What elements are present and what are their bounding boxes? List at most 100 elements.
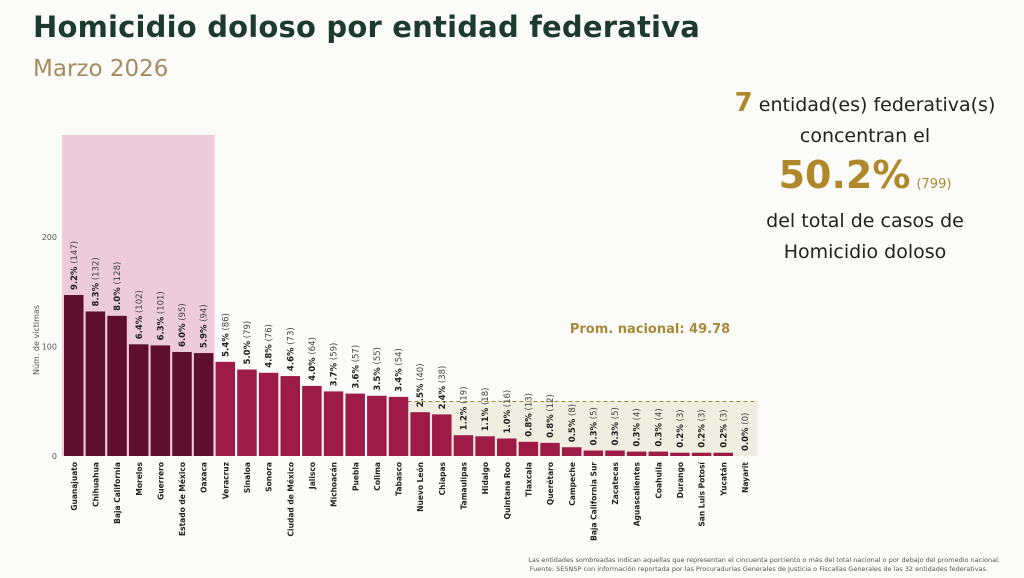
x-tick-label: Aguascalientes <box>633 461 642 526</box>
x-tick-label: Puebla <box>351 462 360 491</box>
x-tick-label: Nuevo León <box>416 462 425 512</box>
x-tick-label: Michoacán <box>330 462 339 507</box>
data-label: 0.2% (3) <box>719 409 729 447</box>
data-label: 0.2% (3) <box>676 409 686 447</box>
y-tick-label: 0 <box>52 452 57 461</box>
x-tick-label: Baja California <box>113 462 122 524</box>
data-label: 1.1% (18) <box>481 388 491 432</box>
data-label: 3.5% (55) <box>373 347 383 391</box>
summary-line4: Homicidio doloso <box>783 241 947 263</box>
bar <box>605 450 625 456</box>
data-label: 4.8% (76) <box>265 324 275 368</box>
x-tick-label: Guerrero <box>156 462 165 500</box>
data-label: 6.3% (101) <box>156 291 166 340</box>
data-label: 4.6% (73) <box>286 327 296 371</box>
x-tick-label: Baja California Sur <box>589 462 598 541</box>
bar <box>497 438 517 456</box>
x-tick-label: Coahuila <box>654 462 663 499</box>
bar <box>128 344 149 456</box>
bar <box>583 450 604 456</box>
x-tick-label: Chiapas <box>438 461 447 495</box>
x-tick-label: Sonora <box>265 462 274 492</box>
y-axis-label: Núm. de víctimas <box>32 305 41 375</box>
footnote-2: Fuente: SESNSP con información reportada… <box>529 565 988 573</box>
data-label: 0.0% (0) <box>741 413 751 451</box>
x-tick-label: Tabasco <box>395 462 404 496</box>
data-label: 0.3% (5) <box>611 407 621 445</box>
page-title: Homicidio doloso por entidad federativa <box>33 10 701 44</box>
bar <box>648 451 669 456</box>
x-tick-label: Querétaro <box>546 462 555 505</box>
bar <box>518 441 539 456</box>
bar <box>540 442 560 456</box>
x-tick-label: Sinaloa <box>243 462 252 493</box>
data-label: 9.2% (147) <box>70 241 80 290</box>
bar <box>410 412 430 456</box>
x-tick-label: Veracruz <box>221 462 230 499</box>
x-tick-label: Yucatán <box>719 462 728 497</box>
x-tick-label: San Luis Potosí <box>698 462 707 527</box>
data-label: 3.6% (57) <box>351 345 361 389</box>
bar <box>85 311 106 456</box>
x-tick-label: Tamaulipas <box>460 461 469 509</box>
data-label: 0.2% (3) <box>698 409 708 447</box>
data-label: 8.3% (132) <box>91 257 101 306</box>
bar <box>107 315 127 456</box>
x-tick-label: Nayarit <box>741 462 750 493</box>
bar <box>193 353 214 456</box>
x-tick-label: Oaxaca <box>200 462 209 493</box>
summary-panel: 7 entidad(es) federativa(s) concentran e… <box>720 88 1010 268</box>
bar <box>172 351 192 456</box>
bar <box>64 295 84 456</box>
bar <box>215 361 236 456</box>
data-label: 0.5% (8) <box>568 404 578 442</box>
bar <box>237 369 257 456</box>
data-label: 3.7% (59) <box>330 343 340 387</box>
bar <box>323 391 344 456</box>
data-label: 0.3% (5) <box>589 407 599 445</box>
bar <box>280 376 300 456</box>
data-label: 4.0% (64) <box>308 337 318 381</box>
data-label: 2.5% (40) <box>416 363 426 407</box>
data-label: 0.3% (4) <box>633 408 643 446</box>
bar <box>302 385 322 456</box>
bar <box>475 436 495 456</box>
bar <box>432 414 452 456</box>
bar <box>713 452 733 456</box>
summary-line1: entidad(es) federativa(s) <box>758 94 996 116</box>
data-label: 6.4% (102) <box>135 290 145 339</box>
data-label: 5.4% (86) <box>221 313 231 357</box>
y-tick-label: 200 <box>42 233 57 242</box>
x-tick-label: Jalisco <box>308 462 317 490</box>
summary-percent: 50.2% <box>778 153 911 197</box>
average-label: Prom. nacional: 49.78 <box>570 322 730 337</box>
summary-total: (799) <box>916 177 952 192</box>
bar <box>150 345 171 456</box>
bar <box>453 435 474 456</box>
bar <box>626 451 647 456</box>
summary-count: 7 <box>734 88 753 118</box>
summary-line3: del total de casos de <box>766 210 964 232</box>
x-tick-label: Zacatecas <box>611 461 620 504</box>
data-label: 0.8% (13) <box>524 393 534 437</box>
bar <box>388 396 409 456</box>
bar <box>561 447 582 456</box>
data-label: 6.0% (95) <box>178 303 188 347</box>
data-label: 0.3% (4) <box>654 408 664 446</box>
data-label: 2.4% (38) <box>438 366 448 410</box>
bar <box>345 393 365 456</box>
data-label: 3.4% (54) <box>395 348 405 392</box>
x-tick-label: Quintana Roo <box>503 462 512 519</box>
data-label: 5.9% (94) <box>200 304 210 348</box>
page-subtitle: Marzo 2026 <box>33 56 169 82</box>
data-label: 1.2% (19) <box>460 386 470 430</box>
footnote-1: Las entidades sombreadas indican aquella… <box>528 556 1000 564</box>
x-tick-label: Guanajuato <box>70 462 79 511</box>
x-tick-label: Durango <box>676 462 685 498</box>
summary-line2: concentran el <box>799 125 931 147</box>
y-tick-label: 100 <box>42 343 57 352</box>
data-label: 8.0% (128) <box>113 262 123 311</box>
x-tick-label: Colima <box>373 462 382 491</box>
x-tick-label: Hidalgo <box>481 462 490 494</box>
